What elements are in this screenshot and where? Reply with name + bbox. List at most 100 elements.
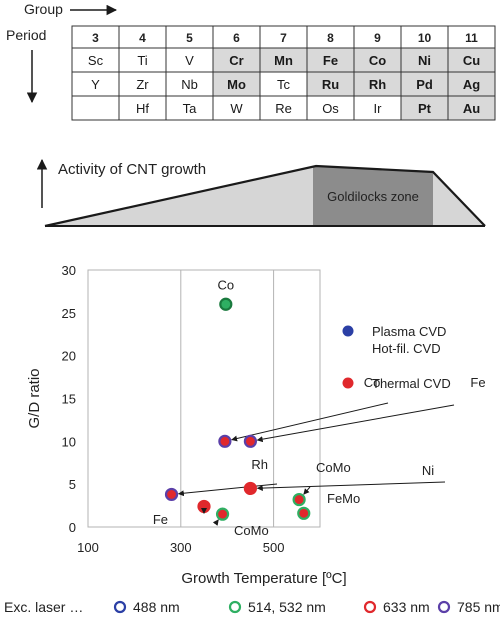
element-cell: Pd bbox=[416, 77, 433, 92]
activity-diagram: Goldilocks zone bbox=[44, 164, 486, 228]
laser-legend-marker bbox=[437, 600, 451, 614]
element-cell: Cu bbox=[463, 53, 480, 68]
element-cell: Pt bbox=[418, 101, 432, 116]
highlight-cell bbox=[260, 48, 307, 72]
data-point bbox=[215, 507, 230, 521]
group-number: 9 bbox=[374, 31, 381, 45]
x-axis-label: Growth Temperature [ºC] bbox=[181, 570, 346, 587]
plot-frame bbox=[87, 269, 321, 528]
point-label: Fe bbox=[153, 512, 168, 527]
laser-legend-label: 488 nm bbox=[133, 599, 180, 615]
legend-marker bbox=[342, 377, 354, 389]
highlight-cell bbox=[354, 72, 401, 96]
y-tick-label: 0 bbox=[69, 520, 76, 535]
x-tick-label: 500 bbox=[263, 540, 285, 555]
data-point bbox=[219, 297, 233, 311]
x-tick-label: 300 bbox=[170, 540, 192, 555]
element-cell: Y bbox=[91, 77, 100, 92]
highlight-cell bbox=[448, 72, 495, 96]
legend-marker bbox=[342, 325, 354, 337]
legend-label: Plasma CVD bbox=[372, 324, 446, 339]
point-label: Co bbox=[217, 277, 234, 292]
highlight-cell bbox=[307, 48, 354, 72]
element-cell: Os bbox=[322, 101, 339, 116]
element-cell: Zr bbox=[136, 77, 149, 92]
highlight-cell bbox=[401, 48, 448, 72]
data-point bbox=[243, 481, 257, 496]
y-tick-label: 5 bbox=[69, 477, 76, 492]
group-number: 7 bbox=[280, 31, 287, 45]
y-tick-label: 30 bbox=[62, 263, 76, 278]
element-cell: Mn bbox=[274, 53, 293, 68]
periodic-table: 3 4 5 6 7 8 9 10 11 Sc Ti V Cr Mn Fe Co Ni Cu Y Zr Nb Mo Tc Ru R… bbox=[71, 25, 496, 121]
data-point bbox=[218, 434, 232, 448]
scatter-plot: 0 5 10 15 20 25 30 100 300 500 Growth Temperature … bbox=[4, 263, 500, 615]
label-arrow bbox=[212, 519, 219, 526]
group-number: 4 bbox=[139, 31, 146, 45]
point-label: Fe bbox=[470, 375, 485, 390]
y-tick-label: 15 bbox=[62, 392, 76, 407]
activity-outline bbox=[44, 164, 486, 228]
element-cell: Co bbox=[369, 53, 386, 68]
data-point bbox=[297, 506, 311, 520]
label-arrow bbox=[231, 402, 389, 442]
y-tick-label: 20 bbox=[62, 349, 76, 364]
y-axis-label: G/D ratio bbox=[26, 368, 43, 428]
group-number: 3 bbox=[92, 31, 99, 45]
x-tick-label: 100 bbox=[77, 540, 99, 555]
laser-legend-title: Exc. laser … bbox=[4, 599, 83, 615]
laser-legend-label: 514, 532 nm bbox=[248, 599, 326, 615]
highlight-cell bbox=[307, 72, 354, 96]
highlight-cell bbox=[401, 72, 448, 96]
element-cell: Ta bbox=[183, 101, 198, 116]
data-point bbox=[164, 487, 179, 502]
data-point bbox=[243, 434, 257, 448]
label-arrow bbox=[303, 486, 311, 495]
legend-label: Hot-fil. CVD bbox=[372, 341, 441, 356]
group-axis-label: Group bbox=[24, 1, 63, 17]
table-grid bbox=[71, 25, 496, 121]
element-cell: Ti bbox=[137, 53, 147, 68]
laser-legend-label: 785 nm bbox=[457, 599, 500, 615]
highlight-cell bbox=[354, 48, 401, 72]
highlight-cell bbox=[213, 72, 260, 96]
element-cell: Ru bbox=[322, 77, 339, 92]
point-label: FeMo bbox=[327, 491, 360, 506]
point-label: Ni bbox=[422, 463, 434, 478]
highlight-cell bbox=[401, 96, 448, 120]
laser-legend-label: 633 nm bbox=[383, 599, 430, 615]
element-cell: V bbox=[185, 53, 194, 68]
highlight-cell bbox=[213, 48, 260, 72]
element-cell: Rh bbox=[369, 77, 386, 92]
element-cell: Hf bbox=[136, 101, 149, 116]
period-axis-label: Period bbox=[6, 27, 46, 43]
element-cell: Au bbox=[463, 101, 480, 116]
element-cell: Nb bbox=[181, 77, 198, 92]
element-cell: Ag bbox=[463, 77, 480, 92]
element-cell: Cr bbox=[229, 53, 243, 68]
laser-legend-marker bbox=[113, 600, 127, 614]
element-cell: Ni bbox=[418, 53, 431, 68]
legend-label: Thermal CVD bbox=[372, 376, 451, 391]
element-cell: W bbox=[230, 101, 243, 116]
activity-label: Activity of CNT growth bbox=[58, 161, 206, 178]
group-number: 6 bbox=[233, 31, 240, 45]
laser-legend-marker bbox=[363, 600, 377, 614]
group-number: 8 bbox=[327, 31, 334, 45]
element-cell: Re bbox=[275, 101, 292, 116]
group-number: 10 bbox=[418, 31, 432, 45]
element-cell: Tc bbox=[277, 77, 291, 92]
label-arrow bbox=[256, 481, 446, 492]
y-tick-label: 10 bbox=[62, 434, 76, 449]
goldilocks-zone bbox=[313, 166, 433, 226]
element-cell: Fe bbox=[323, 53, 338, 68]
point-label: Co bbox=[364, 375, 381, 390]
point-label: CoMo bbox=[234, 523, 269, 538]
label-arrow bbox=[256, 404, 455, 443]
highlight-cell bbox=[448, 48, 495, 72]
element-cell: Ir bbox=[374, 101, 383, 116]
element-cell: Sc bbox=[88, 53, 104, 68]
group-number: 5 bbox=[186, 31, 193, 45]
point-label: CoMo bbox=[316, 460, 351, 475]
